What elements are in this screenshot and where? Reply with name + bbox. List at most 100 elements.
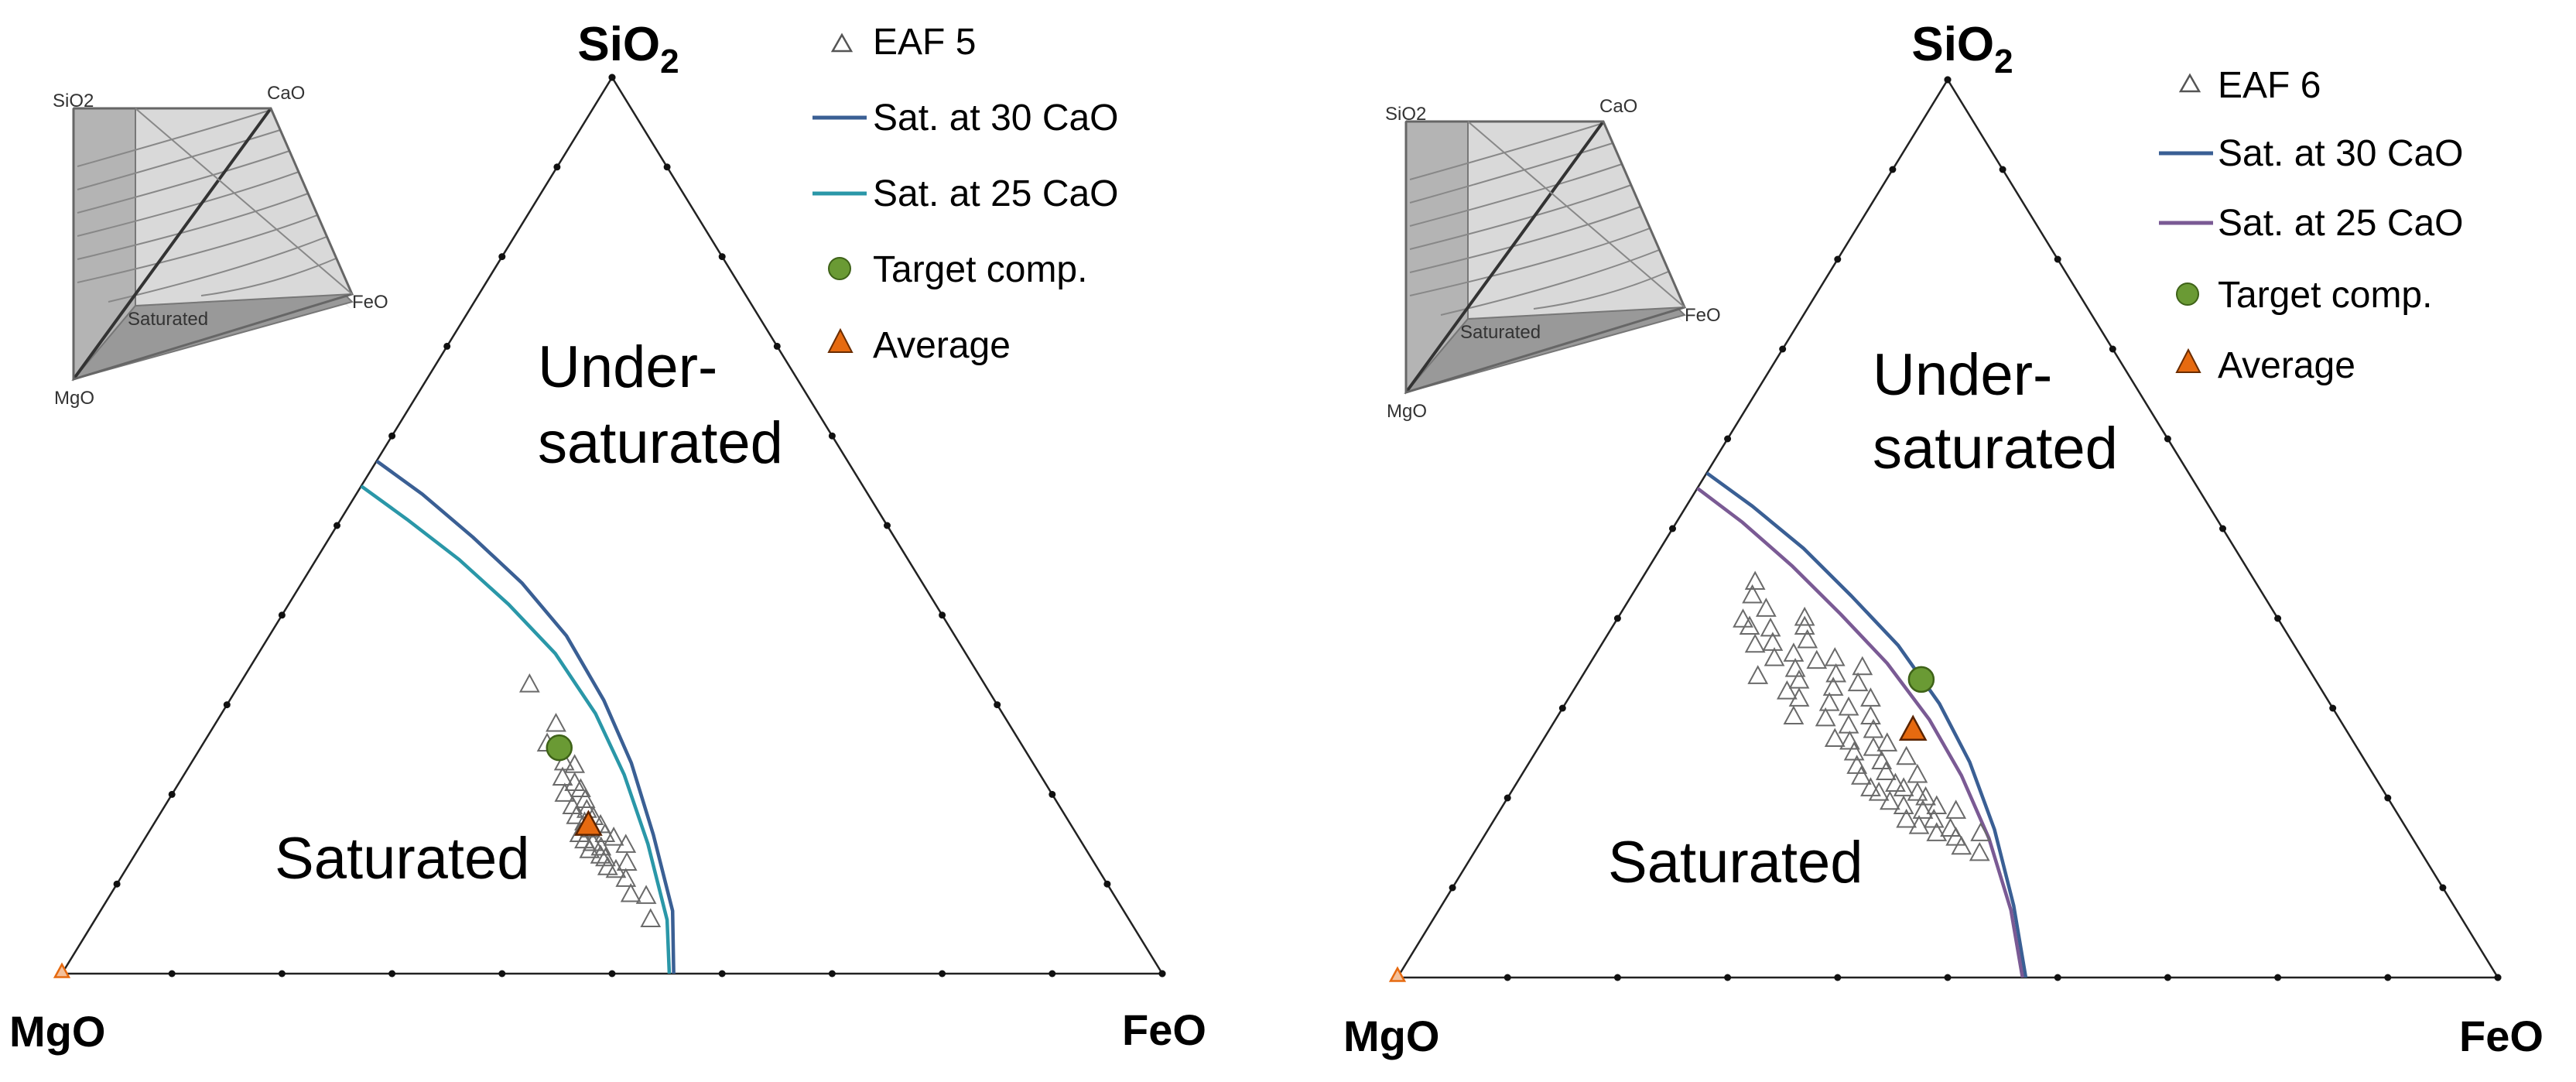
data-point bbox=[546, 712, 566, 732]
inset-label-sio2: SiO2 bbox=[1385, 104, 1426, 125]
tick-mark bbox=[994, 701, 1001, 709]
data-point bbox=[1838, 696, 1859, 716]
data-point bbox=[1945, 800, 1967, 819]
data-point bbox=[1896, 745, 1917, 765]
tick-mark bbox=[1504, 794, 1511, 802]
data-point bbox=[579, 839, 600, 858]
data-point bbox=[1788, 687, 1810, 707]
data-point bbox=[1843, 741, 1865, 761]
inset-label-feo: FeO bbox=[1685, 305, 1721, 326]
circle-marker-icon bbox=[2176, 282, 2199, 306]
tick-mark bbox=[663, 163, 671, 171]
data-point bbox=[1794, 606, 1815, 626]
data-point bbox=[1907, 763, 1928, 783]
circle-marker-icon bbox=[828, 257, 851, 280]
tick-mark bbox=[718, 970, 726, 978]
data-point bbox=[1744, 633, 1766, 653]
data-point bbox=[1871, 750, 1893, 770]
data-point bbox=[590, 836, 612, 856]
target-composition-marker bbox=[546, 734, 573, 762]
data-point bbox=[518, 673, 540, 693]
data-point bbox=[1908, 815, 1930, 834]
data-point bbox=[1747, 665, 1769, 684]
data-point bbox=[1788, 669, 1810, 689]
tick-mark bbox=[773, 342, 781, 350]
data-point bbox=[1846, 755, 1868, 774]
inset-label-cao: CaO bbox=[1599, 96, 1637, 117]
ternary-plot bbox=[1388, 76, 2502, 982]
tick-mark bbox=[608, 970, 616, 978]
legend-item-sat30: Sat. at 30 CaO bbox=[812, 98, 1119, 139]
region-label-undersaturated-1: Under- bbox=[538, 334, 717, 400]
saturation-line-30-cao bbox=[375, 459, 676, 974]
data-point bbox=[615, 868, 637, 887]
data-point bbox=[553, 751, 575, 771]
tick-mark bbox=[1049, 970, 1056, 978]
tick-mark bbox=[553, 163, 561, 171]
legend-label: EAF 5 bbox=[873, 22, 976, 63]
legend-item-average: Average bbox=[2175, 345, 2355, 386]
tick-mark bbox=[1613, 615, 1621, 622]
tick-mark bbox=[1449, 884, 1456, 892]
tick-mark bbox=[2054, 255, 2061, 263]
data-point bbox=[552, 766, 573, 786]
ternary-plot bbox=[53, 74, 1166, 978]
tick-mark bbox=[828, 970, 836, 978]
data-point bbox=[1847, 672, 1869, 692]
legend-item-sat25: Sat. at 25 CaO bbox=[2159, 203, 2464, 244]
data-point bbox=[590, 844, 611, 864]
ternary-chart-eaf5: SiO2 MgO FeO Under- saturated Saturated … bbox=[9, 18, 1206, 1056]
data-point bbox=[1923, 808, 1945, 828]
legend-label: Average bbox=[2218, 345, 2355, 386]
inset-label-saturated: Saturated bbox=[1460, 322, 1541, 343]
data-point bbox=[570, 778, 591, 798]
inset-label-sio2: SiO2 bbox=[53, 91, 94, 111]
inset-diagram: SiO2 CaO FeO MgO Saturated bbox=[1385, 96, 1721, 422]
region-label-undersaturated-2: saturated bbox=[1873, 416, 2118, 481]
data-point bbox=[1860, 687, 1881, 707]
data-point bbox=[635, 885, 657, 904]
tick-mark bbox=[1999, 166, 2006, 173]
tick-mark bbox=[2109, 345, 2116, 353]
corner-label-mgo: MgO bbox=[9, 1007, 105, 1056]
corner-label-feo: FeO bbox=[2459, 1012, 2544, 1060]
tick-mark bbox=[1889, 166, 1897, 173]
data-point bbox=[1733, 608, 1753, 628]
data-point bbox=[1912, 800, 1934, 819]
legend-item-sat25: Sat. at 25 CaO bbox=[812, 173, 1119, 214]
legend-label: Sat. at 25 CaO bbox=[873, 173, 1119, 214]
tick-mark bbox=[939, 611, 946, 619]
data-point bbox=[1860, 777, 1881, 796]
data-point bbox=[1860, 705, 1881, 725]
data-point bbox=[1783, 642, 1805, 662]
data-point bbox=[615, 834, 637, 853]
tick-mark bbox=[223, 701, 231, 709]
data-point bbox=[620, 883, 641, 902]
data-point bbox=[1926, 822, 1948, 841]
data-point bbox=[605, 858, 627, 878]
tick-mark bbox=[884, 522, 891, 529]
region-label-saturated: Saturated bbox=[275, 826, 530, 892]
tick-mark bbox=[2384, 794, 2392, 802]
data-point bbox=[1969, 841, 1990, 861]
data-point bbox=[1879, 790, 1900, 810]
corner-label-sio2: SiO2 bbox=[1911, 18, 2013, 80]
tick-mark bbox=[1944, 974, 1952, 981]
legend-label: Sat. at 30 CaO bbox=[873, 98, 1119, 139]
legend: EAF 6 Sat. at 30 CaO Sat. at 25 CaO Targ… bbox=[2159, 65, 2464, 386]
region-label-undersaturated-1: Under- bbox=[1873, 342, 2052, 408]
data-point bbox=[1876, 732, 1898, 752]
data-point bbox=[1945, 827, 1967, 846]
legend-label: Sat. at 25 CaO bbox=[2218, 203, 2464, 244]
legend-item-points: EAF 6 bbox=[2178, 65, 2321, 106]
data-point bbox=[1739, 615, 1760, 635]
data-point bbox=[1970, 822, 1992, 841]
legend-item-target: Target comp. bbox=[828, 249, 1087, 290]
data-point bbox=[1850, 765, 1872, 785]
tick-mark bbox=[2164, 435, 2171, 443]
data-point bbox=[1762, 632, 1784, 651]
average-marker bbox=[1898, 714, 1928, 741]
tick-mark bbox=[278, 970, 286, 978]
data-point bbox=[1875, 761, 1897, 780]
corner-marker bbox=[53, 962, 71, 978]
